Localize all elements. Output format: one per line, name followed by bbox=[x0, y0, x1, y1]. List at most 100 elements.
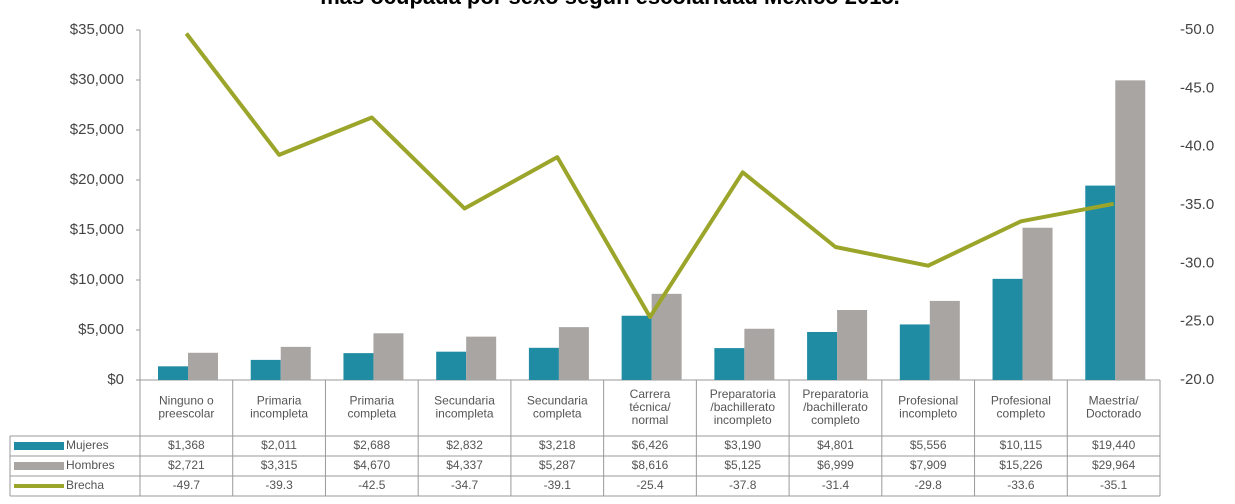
x-tick-label-line: Preparatoria bbox=[710, 387, 776, 401]
bar bbox=[744, 328, 775, 380]
x-tick-label: Primaria incompleta bbox=[250, 394, 308, 421]
table-value: -37.8 bbox=[729, 478, 757, 492]
x-tick-label: Ninguno o preescolar bbox=[158, 394, 214, 421]
y2-tick-label: -45.0 bbox=[1180, 79, 1214, 96]
x-tick-label-line: /bachillerato bbox=[803, 400, 868, 414]
table-value: $8,616 bbox=[632, 458, 669, 472]
legend-swatch bbox=[14, 442, 64, 450]
table-value: -29.8 bbox=[915, 478, 943, 492]
bar bbox=[188, 352, 218, 380]
bar bbox=[807, 331, 838, 380]
table-value: -33.6 bbox=[1007, 478, 1035, 492]
table-value: -25.4 bbox=[636, 478, 664, 492]
table-value: -31.4 bbox=[822, 478, 850, 492]
legend-label: Mujeres bbox=[66, 438, 109, 452]
table-value: -49.7 bbox=[173, 478, 201, 492]
table-value: $6,999 bbox=[817, 458, 854, 472]
x-tick-label: Profesional incompleto bbox=[898, 394, 958, 421]
table-value: $2,721 bbox=[168, 458, 205, 472]
bar bbox=[280, 346, 311, 380]
y2-tick-label: -30.0 bbox=[1180, 254, 1214, 271]
table-value: $5,125 bbox=[724, 458, 761, 472]
bar bbox=[558, 327, 589, 380]
x-tick-label: Maestría/Doctorado bbox=[1086, 394, 1142, 421]
x-tick-label-line: incompleto bbox=[899, 407, 957, 421]
bar bbox=[1022, 227, 1053, 380]
y-tick-label: $30,000 bbox=[70, 71, 124, 88]
y2-tick-label: -50.0 bbox=[1180, 21, 1214, 38]
bar bbox=[158, 366, 188, 380]
table-value: $7,909 bbox=[910, 458, 947, 472]
table-value: $15,226 bbox=[999, 458, 1043, 472]
table-value: $5,556 bbox=[910, 438, 947, 452]
bar bbox=[1115, 80, 1146, 381]
y2-tick-label: -40.0 bbox=[1180, 138, 1214, 155]
table-value: $4,337 bbox=[446, 458, 483, 472]
bar bbox=[992, 278, 1023, 380]
x-tick-label-line: técnica/ bbox=[629, 400, 671, 414]
x-tick-label-line: Maestría/ bbox=[1089, 394, 1140, 408]
x-tick-label-line: Profesional bbox=[898, 394, 958, 408]
x-tick-label-line: Primaria bbox=[257, 394, 302, 408]
table-value: $29,964 bbox=[1092, 458, 1136, 472]
table-value: -42.5 bbox=[358, 478, 386, 492]
table-value: $2,011 bbox=[261, 438, 297, 452]
x-tick-label: Primaria completa bbox=[347, 394, 396, 421]
table-value: $1,368 bbox=[168, 438, 205, 452]
table-value: -39.1 bbox=[544, 478, 572, 492]
x-tick-label: Profesional completo bbox=[991, 394, 1051, 421]
x-tick-label-line: Carrera bbox=[630, 387, 671, 401]
x-tick-label-line: preescolar bbox=[158, 407, 214, 421]
x-tick-label-line: normal bbox=[632, 413, 669, 427]
y-tick-label: $5,000 bbox=[78, 321, 124, 338]
x-tick-label-line: Secundaria bbox=[434, 394, 495, 408]
table-value: -35.1 bbox=[1100, 478, 1128, 492]
bar bbox=[250, 359, 281, 380]
bar bbox=[837, 310, 868, 380]
y2-tick-label: -35.0 bbox=[1180, 196, 1214, 213]
x-tick-label: Preparatoria/bachillerato incompleto bbox=[710, 387, 776, 427]
y-tick-label: $0 bbox=[107, 371, 124, 388]
bar bbox=[1085, 185, 1116, 380]
legend-label: Hombres bbox=[66, 458, 115, 472]
x-tick-label-line: completo bbox=[811, 413, 860, 427]
bar bbox=[899, 324, 930, 380]
table-value: $3,190 bbox=[724, 438, 761, 452]
table-value: $10,115 bbox=[1000, 438, 1043, 452]
y-tick-label: $25,000 bbox=[70, 121, 124, 138]
y2-tick-label: -20.0 bbox=[1180, 371, 1214, 388]
x-tick-label-line: completa bbox=[533, 407, 582, 421]
table-value: $4,801 bbox=[817, 438, 854, 452]
bar bbox=[436, 351, 467, 380]
x-tick-label-line: completo bbox=[997, 407, 1046, 421]
x-tick-label-line: /bachillerato bbox=[710, 400, 775, 414]
table-value: $6,426 bbox=[632, 438, 669, 452]
legend-label: Brecha bbox=[66, 478, 104, 492]
table-value: $2,688 bbox=[353, 438, 390, 452]
bar bbox=[528, 347, 559, 380]
x-tick-label-line: Secundaria bbox=[527, 394, 588, 408]
bar bbox=[466, 336, 497, 380]
x-tick-label: Secundaria completa bbox=[527, 394, 588, 421]
table-value: -34.7 bbox=[451, 478, 479, 492]
bar bbox=[343, 353, 374, 380]
x-tick-label-line: incompleto bbox=[714, 413, 772, 427]
table-value: -39.3 bbox=[265, 478, 293, 492]
line bbox=[184, 32, 1115, 319]
bar bbox=[714, 348, 745, 380]
bar bbox=[621, 315, 652, 380]
y-tick-label: $15,000 bbox=[70, 221, 124, 238]
x-tick-label-line: Primaria bbox=[349, 394, 394, 408]
y-tick-label: $10,000 bbox=[70, 271, 124, 288]
table-value: $4,670 bbox=[353, 458, 390, 472]
x-tick-label: Preparatoria/bachillerato completo bbox=[802, 387, 868, 427]
table-value: $3,218 bbox=[539, 438, 576, 452]
x-tick-label: Secundaria incompleta bbox=[434, 394, 495, 421]
bar bbox=[373, 333, 404, 380]
y-tick-label: $20,000 bbox=[70, 171, 124, 188]
table-value: $3,315 bbox=[261, 458, 298, 472]
y2-tick-label: -25.0 bbox=[1180, 313, 1214, 330]
table-value: $19,440 bbox=[1092, 438, 1136, 452]
x-tick-label-line: Preparatoria bbox=[802, 387, 868, 401]
